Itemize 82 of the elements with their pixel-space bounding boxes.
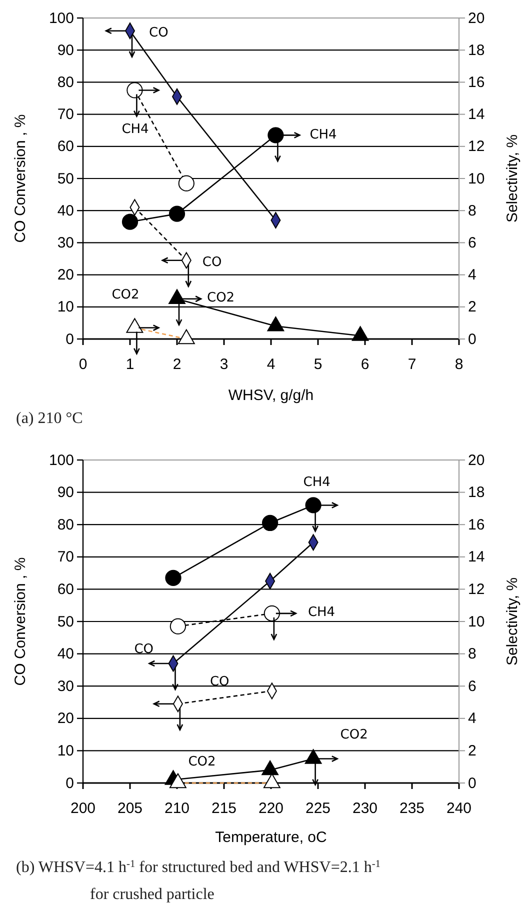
- x-tick-label: 4: [266, 356, 276, 373]
- y2-tick-label: 16: [468, 74, 485, 91]
- y2-tick-label: 6: [468, 678, 476, 695]
- y2-tick-label: 12: [468, 138, 485, 156]
- annotation: CO: [210, 674, 230, 690]
- y-tick-label: 30: [57, 234, 74, 252]
- x-tick-label: 2: [172, 356, 182, 373]
- y2-axis-title: Selectivity, %: [504, 134, 521, 223]
- annotation: CO2: [188, 754, 216, 770]
- annotation: CO2: [340, 727, 368, 742]
- y2-tick-label: 18: [468, 42, 485, 59]
- y-tick-label: 90: [57, 484, 74, 502]
- annotation: CH4: [122, 122, 149, 137]
- y2-tick-label: 10: [468, 613, 485, 630]
- annotation: CO: [149, 25, 168, 40]
- y-tick-label: 20: [57, 710, 74, 728]
- x-tick-label: 205: [117, 800, 143, 817]
- y-tick-label: 0: [66, 774, 74, 792]
- x-tick-label: 3: [220, 356, 228, 373]
- annotation: CO: [202, 254, 222, 270]
- chart-title: (b) WHSV=4.1 h$^{-1}$ for structured bed and WHSV=2.1 h$^{-1}$ for crushed particle: [16, 858, 380, 903]
- y2-tick-label: 2: [468, 298, 476, 316]
- y-tick-label: 40: [57, 202, 74, 220]
- y-tick-label: 30: [57, 678, 74, 695]
- x-axis-title: WHSV, g/g/h: [228, 387, 314, 404]
- y2-axis-title: Selectivity, %: [504, 577, 521, 666]
- y2-tick-label: 14: [468, 106, 485, 124]
- y-tick-label: 50: [57, 613, 74, 630]
- annotation: CH4: [303, 474, 330, 490]
- y2-tick-label: 4: [468, 266, 476, 284]
- y2-tick-label: 18: [468, 484, 485, 502]
- x-tick-label: 225: [305, 800, 331, 817]
- y-tick-label: 80: [57, 74, 74, 91]
- y-tick-label: 0: [66, 330, 74, 348]
- y2-tick-label: 14: [468, 548, 485, 566]
- y2-tick-label: 6: [468, 234, 476, 252]
- y2-tick-label: 16: [468, 516, 485, 534]
- y-tick-label: 100: [48, 452, 74, 469]
- y2-tick-label: 12: [468, 581, 485, 598]
- x-tick-label: 6: [360, 356, 370, 373]
- x-tick-label: 220: [258, 800, 284, 817]
- y-tick-label: 60: [57, 581, 74, 598]
- y-tick-label: 90: [57, 42, 74, 59]
- x-tick-label: 240: [446, 800, 472, 817]
- y2-tick-label: 8: [468, 646, 476, 663]
- y2-tick-label: 20: [468, 10, 485, 27]
- y-tick-label: 10: [57, 742, 74, 760]
- y-tick-label: 80: [57, 516, 74, 534]
- y2-tick-label: 4: [468, 710, 476, 728]
- text: (a) 210 °C: [16, 410, 83, 427]
- y-tick-label: 70: [57, 106, 74, 124]
- x-tick-label: 215: [211, 800, 237, 817]
- y-tick-label: 50: [57, 170, 74, 188]
- y-tick-label: 20: [57, 266, 74, 284]
- annotation: CO2: [112, 287, 140, 302]
- y-tick-label: 60: [57, 138, 74, 156]
- y2-tick-label: 2: [468, 742, 476, 760]
- x-tick-label: 210: [164, 800, 190, 817]
- annotation: CH4: [308, 604, 336, 620]
- x-tick-label: 8: [454, 356, 464, 373]
- annotation: CH4: [310, 128, 337, 143]
- y2-tick-label: 0: [468, 774, 476, 792]
- y2-tick-label: 0: [468, 330, 476, 348]
- y-tick-label: 100: [48, 10, 74, 27]
- y-tick-label: 40: [57, 646, 74, 663]
- x-tick-label: 5: [314, 356, 322, 373]
- y-axis-title: CO Conversion , %: [12, 114, 29, 243]
- x-tick-label: 230: [352, 800, 378, 817]
- x-axis-title: Temperature, oC: [215, 829, 328, 846]
- y2-tick-label: 10: [468, 170, 485, 188]
- annotation: CO: [134, 642, 154, 658]
- y-tick-label: 70: [57, 548, 74, 566]
- x-tick-label: 235: [399, 800, 425, 817]
- annotation: CO2: [207, 290, 235, 306]
- x-tick-label: 200: [70, 800, 96, 817]
- y-axis-title: CO Conversion , %: [12, 557, 29, 686]
- y-tick-label: 10: [57, 298, 74, 316]
- y2-tick-label: 20: [468, 452, 485, 469]
- x-tick-label: 1: [126, 356, 134, 373]
- y2-tick-label: 8: [468, 202, 476, 220]
- x-tick-label: 0: [78, 356, 88, 373]
- x-tick-label: 7: [408, 356, 416, 373]
